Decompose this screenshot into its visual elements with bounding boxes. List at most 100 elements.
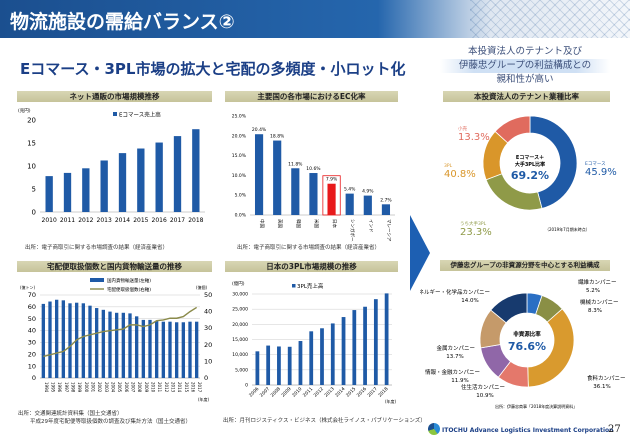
right-unit: (億個) — [196, 284, 208, 290]
x-unit: (年度) — [198, 396, 210, 402]
bar — [48, 301, 52, 378]
lead-text: 本投資法人のテナント及び 伊藤忠グループの利益構成との 親和性が高い — [440, 45, 610, 87]
y-tick-label: 5 — [32, 185, 36, 193]
slice-value: 45.9% — [585, 167, 617, 178]
y2-tick-label: 30 — [204, 324, 212, 332]
bar — [148, 319, 152, 378]
x-tick-label: 2006 — [248, 386, 260, 398]
data-label: 2.7% — [380, 197, 392, 203]
bar — [320, 328, 324, 385]
x-tick-label: 2011 — [60, 217, 75, 224]
x-tick-label: 2007 — [131, 382, 136, 393]
y2-tick-label: 40 — [204, 308, 212, 316]
bar — [63, 172, 72, 212]
source: 出所：伊藤忠商事「2018年度決算説明資料」 — [495, 403, 577, 409]
x-tick-label: 2017 — [366, 386, 378, 398]
ec-rate-chart: 0.0% 5.0% 10.0% 15.0% 20.0% 25.0% 20.4% 中国 18.8%… — [232, 114, 395, 242]
slice-value: 10.9% — [476, 393, 493, 399]
source-parcel-2: 平成29年度宅配便等取扱個数の調査及び集計方法（国土交通省） — [30, 419, 192, 425]
x-tick-label: 2013 — [171, 382, 176, 393]
unit-label: (億円) — [232, 280, 245, 287]
bar — [291, 168, 300, 215]
page-subtitle: Eコマース・3PL市場の拡大と宅配の多頻度・小ロット化 — [20, 60, 406, 78]
y-tick-label: 25.0% — [232, 114, 247, 120]
company-name: ITOCHU Advance Logistics Investment Corp… — [442, 427, 614, 434]
left-unit: (億トン) — [20, 284, 36, 290]
slice-value: 11.9% — [451, 378, 468, 384]
bar — [381, 204, 391, 215]
bar — [41, 303, 45, 378]
bar — [68, 303, 72, 378]
center-label: 大手3PL比率 — [515, 161, 545, 168]
center-label: 非資源比率 — [513, 330, 541, 338]
legend-swatch — [292, 284, 296, 288]
y2-tick-label: 0 — [204, 374, 208, 382]
x-tick-label: 2008 — [137, 382, 142, 393]
slice-name: 小売 — [458, 125, 467, 132]
data-label: 4.9% — [362, 189, 374, 195]
bar — [100, 160, 108, 212]
y-tick-label: 0 — [32, 208, 36, 216]
slice-value: 13.3% — [458, 132, 490, 143]
x-tick-label: 2013 — [323, 386, 335, 398]
y2-tick-label: 20 — [204, 341, 212, 349]
bar — [352, 310, 357, 385]
chart-title-ec-market: ネット通販の市場規模推移 — [17, 91, 212, 102]
bar — [287, 346, 292, 385]
donut-slice — [490, 292, 528, 324]
x-tick-label: 2009 — [144, 382, 149, 393]
x-tick-label: 2001 — [91, 382, 96, 393]
slice-name: 食料カンパニー — [587, 374, 626, 382]
slice-value: 36.1% — [593, 384, 610, 390]
x-tick-label: 2003 — [104, 382, 109, 393]
x-tick-label: 2016 — [356, 386, 368, 398]
legend-label: 国内貨物輸送量(左軸) — [107, 277, 151, 284]
x-tick-label: 1996 — [57, 382, 62, 393]
bar — [137, 148, 145, 212]
donut-slice — [494, 115, 531, 144]
bar — [345, 193, 354, 215]
source-ec-market: 出所：電子商取引に関する市場調査の結果（経済産業省） — [25, 245, 169, 251]
x-tick-label: 2002 — [97, 382, 102, 393]
itochu-donut-chart: 非資源比率 76.6% 繊維カンパニー 5.2% 機械カンパニー 8.3% 食料カンパニー 3… — [420, 278, 626, 409]
chart-title-3pl: 日本の3PL市場規模の推移 — [225, 261, 398, 272]
bar — [255, 351, 260, 385]
bar — [45, 176, 53, 212]
unit-label: (兆円) — [18, 107, 31, 114]
chart-title-ec-rate: 主要国の各市場におけるEC化率 — [225, 91, 398, 102]
bar — [363, 195, 372, 215]
bar — [384, 293, 389, 385]
x-tick-label: 2011 — [302, 386, 314, 398]
ec-market-chart: 0 5 10 15 20 2010 2011 2012 2013 2014 2015 2016 2017… — [18, 107, 205, 224]
source-ec-rate: 出所：電子商取引に関する市場調査の結果（経済産業省） — [237, 245, 381, 251]
bar — [175, 322, 179, 378]
y-tick-label: 15.0% — [232, 153, 247, 159]
x-tick-label: 2011 — [157, 382, 162, 393]
data-label: 5.4% — [344, 187, 356, 193]
3pl-market-chart: 0 5,000 10,000 15,000 20,000 25,000 30,000 2006… — [232, 280, 397, 404]
lead-line: 伊藤忠グループの利益構成との — [440, 59, 610, 73]
y-tick-label: 15 — [27, 139, 36, 147]
bar — [61, 300, 65, 378]
bar — [115, 312, 119, 378]
x-tick-label: 2017 — [170, 217, 185, 224]
x-tick-label: 韓国 — [295, 219, 302, 228]
slice-value: 40.8% — [444, 169, 476, 180]
y-tick-label: 0 — [32, 374, 36, 382]
x-tick-label: 2000 — [84, 382, 89, 393]
legend-label: Eコマース売上高 — [119, 111, 161, 119]
highlight-box — [322, 175, 341, 216]
x-tick-label: 2015 — [345, 386, 357, 398]
bar — [181, 322, 185, 378]
bar — [192, 129, 200, 212]
legend-swatch — [113, 112, 117, 116]
chart-title-tenant: 本投資法人のテナント業種比率 — [443, 91, 610, 102]
y-tick-label: 20 — [28, 350, 36, 358]
x-unit: (年度) — [385, 398, 397, 404]
x-tick-label: 2007 — [259, 386, 271, 398]
slice-name: うち大手3PL — [460, 220, 487, 227]
bar — [135, 316, 139, 378]
bar — [327, 183, 336, 215]
data-label: 7.9% — [326, 177, 338, 183]
legend-label: 宅配便取扱個数(右軸) — [107, 286, 151, 293]
